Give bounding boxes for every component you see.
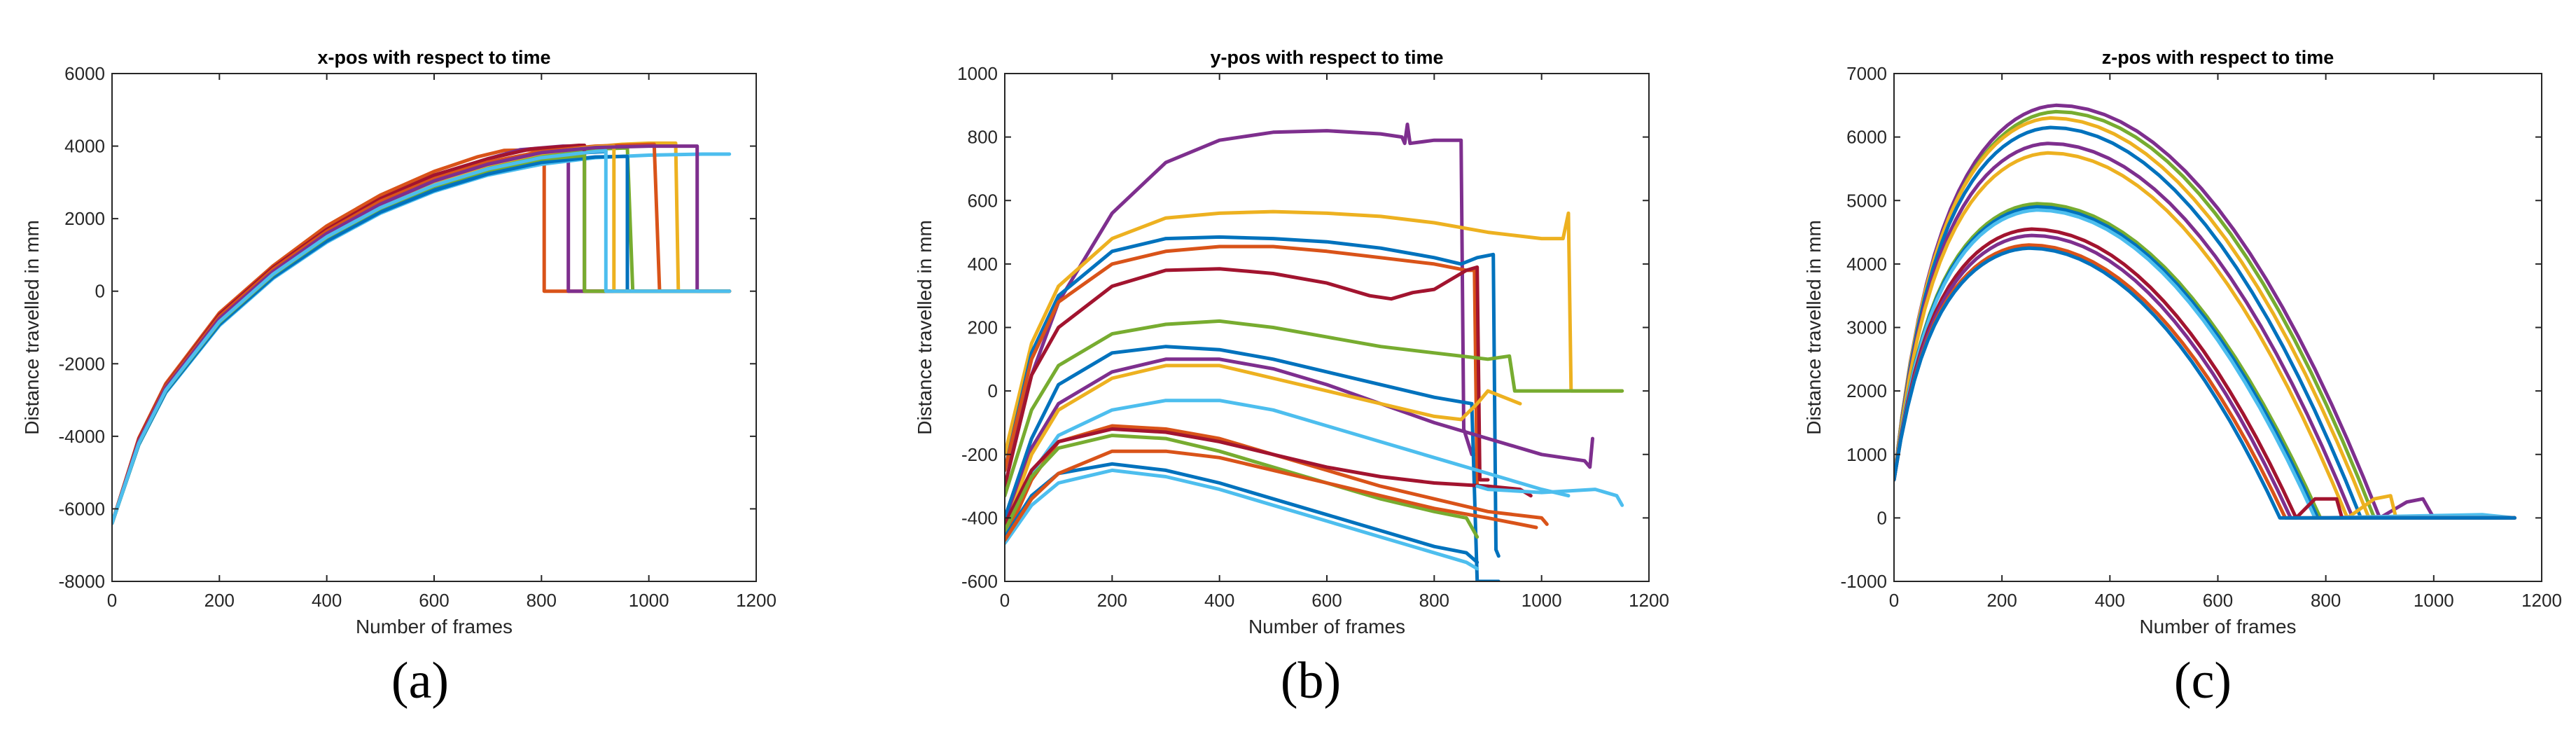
x-tick-label: 800 bbox=[1419, 590, 1449, 611]
series-group bbox=[1894, 103, 2516, 520]
y-tick-label: -6000 bbox=[59, 498, 106, 519]
series-line-t16 bbox=[1005, 449, 1538, 542]
x-tick-label: 200 bbox=[1097, 590, 1127, 611]
caption-c: (c) bbox=[2173, 652, 2232, 710]
y-axis-label: Distance travelled in mm bbox=[21, 220, 43, 435]
y-tick-label: 4000 bbox=[64, 136, 105, 157]
y-tick-label: 1000 bbox=[1846, 444, 1887, 465]
x-tick-label: 400 bbox=[1204, 590, 1234, 611]
y-tick-label: 2000 bbox=[64, 208, 105, 229]
plot-area bbox=[1005, 74, 1649, 581]
series-group bbox=[112, 141, 732, 525]
series-line-t17 bbox=[1475, 484, 1624, 507]
series-line-t13 bbox=[112, 148, 732, 525]
x-tick-label: 600 bbox=[1311, 590, 1342, 611]
y-tick-label: -2000 bbox=[59, 353, 106, 374]
y-tick-label: 0 bbox=[988, 380, 998, 401]
series-line-t12 bbox=[1005, 427, 1533, 526]
x-tick-label: 600 bbox=[419, 590, 449, 611]
series-line-t8 bbox=[1005, 357, 1594, 530]
y-tick-label: 600 bbox=[968, 190, 998, 211]
series-line-t3 bbox=[1005, 235, 1501, 558]
y-axis-label: Distance travelled in mm bbox=[1803, 220, 1825, 435]
x-axis-label: Number of frames bbox=[1248, 616, 1405, 637]
series-line-t6 bbox=[1894, 151, 2516, 520]
x-tick-label: 0 bbox=[107, 590, 117, 611]
y-tick-label: 7000 bbox=[1846, 63, 1887, 84]
y-tick-label: -4000 bbox=[59, 426, 106, 447]
y-tick-label: -400 bbox=[961, 507, 998, 528]
x-tick-label: 1200 bbox=[1629, 590, 1669, 611]
y-tick-label: 0 bbox=[95, 281, 105, 302]
series-group bbox=[1005, 123, 1624, 581]
y-axis-label: Distance travelled in mm bbox=[914, 220, 935, 435]
x-tick-label: 1200 bbox=[736, 590, 777, 611]
caption-a: (a) bbox=[391, 652, 450, 710]
series-line-t1 bbox=[1005, 123, 1480, 472]
y-tick-label: 800 bbox=[968, 127, 998, 148]
chart-2: 0 200 400 600 800 1000 1200 -600 -400 -200 0 200 400… bbox=[914, 47, 1669, 637]
series-line-t5 bbox=[1005, 265, 1490, 488]
chart-1: 0 200 400 600 800 1000 1200 -8000 -6000 -4000 -200… bbox=[21, 47, 777, 637]
y-tick-label: 6000 bbox=[64, 63, 105, 84]
x-tick-label: 0 bbox=[1889, 590, 1899, 611]
y-tick-label: 4000 bbox=[1846, 254, 1887, 275]
series-line-t13 bbox=[1894, 246, 2516, 520]
y-tick-label: 400 bbox=[968, 254, 998, 275]
x-tick-label: 400 bbox=[2095, 590, 2125, 611]
x-tick-label: 800 bbox=[2311, 590, 2341, 611]
x-tick-label: 800 bbox=[527, 590, 557, 611]
series-line-t1 bbox=[1894, 103, 2516, 520]
y-tick-label: 5000 bbox=[1846, 190, 1887, 211]
series-line-t6 bbox=[1005, 319, 1624, 498]
y-tick-label: -1000 bbox=[1841, 571, 1888, 592]
x-tick-label: 200 bbox=[1986, 590, 2017, 611]
y-tick-label: 3000 bbox=[1846, 317, 1887, 338]
series-line-t4 bbox=[1894, 125, 2516, 520]
x-tick-label: 0 bbox=[1000, 590, 1010, 611]
x-tick-label: 200 bbox=[204, 590, 235, 611]
series-line-t15 bbox=[1005, 468, 1480, 571]
series-line-t7 bbox=[1005, 345, 1501, 581]
series-line-t4 bbox=[1005, 244, 1490, 488]
x-tick-label: 1000 bbox=[1522, 590, 1562, 611]
x-tick-label: 600 bbox=[2203, 590, 2233, 611]
series-line-t2 bbox=[1005, 209, 1624, 457]
series-line-t5 bbox=[1894, 141, 2516, 520]
x-tick-label: 1200 bbox=[2521, 590, 2562, 611]
y-tick-label: 2000 bbox=[1846, 380, 1887, 401]
x-axis-label: Number of frames bbox=[356, 616, 513, 637]
y-tick-label: 200 bbox=[968, 317, 998, 338]
chart-title: y-pos with respect to time bbox=[1210, 47, 1443, 68]
x-tick-label: 400 bbox=[312, 590, 342, 611]
series-line-t11 bbox=[1894, 233, 2516, 520]
y-tick-label: 1000 bbox=[957, 63, 998, 84]
series-line-t9 bbox=[1894, 208, 2516, 520]
series-line-t10 bbox=[1005, 399, 1571, 539]
plot-area bbox=[1894, 74, 2542, 581]
y-tick-label: -8000 bbox=[59, 571, 106, 592]
series-line-t10 bbox=[1894, 227, 2516, 520]
chart-3: 0 200 400 600 800 1000 1200-100001000200030004… bbox=[1803, 47, 2562, 637]
series-line-t9 bbox=[1005, 364, 1522, 532]
chart-title: z-pos with respect to time bbox=[2102, 47, 2334, 68]
y-tick-label: -200 bbox=[961, 444, 998, 465]
y-tick-label: 6000 bbox=[1846, 127, 1887, 148]
series-line-t3 bbox=[1894, 116, 2516, 520]
series-line-t13 bbox=[1005, 434, 1480, 539]
chart-title: x-pos with respect to time bbox=[317, 47, 550, 68]
y-tick-label: 0 bbox=[1877, 507, 1887, 528]
x-tick-label: 1000 bbox=[2414, 590, 2454, 611]
x-axis-label: Number of frames bbox=[2139, 616, 2296, 637]
x-tick-label: 1000 bbox=[629, 590, 669, 611]
y-tick-label: -600 bbox=[961, 571, 998, 592]
caption-b: (b) bbox=[1280, 652, 1342, 710]
